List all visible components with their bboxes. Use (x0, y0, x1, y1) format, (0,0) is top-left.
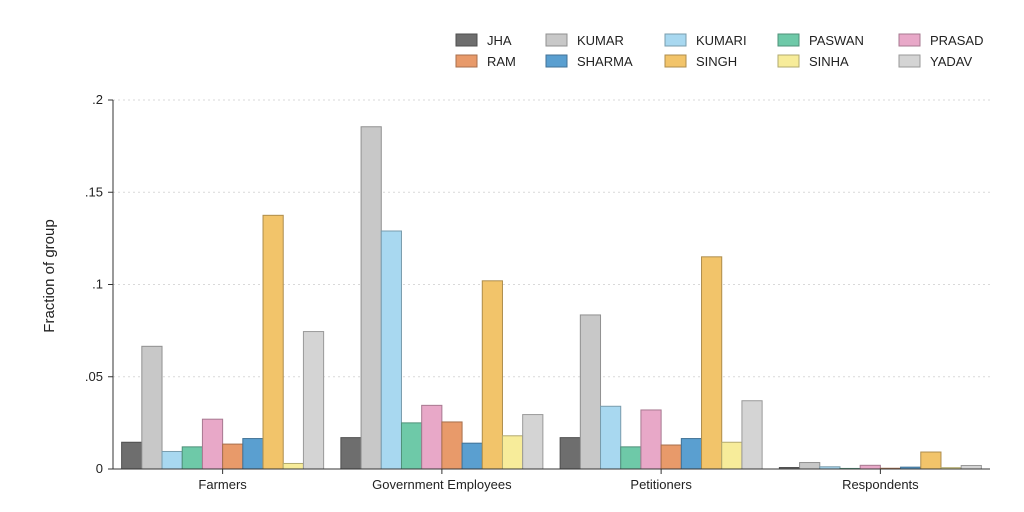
legend-swatch-kumari (664, 33, 687, 47)
y-ticks: 0 .05 .1 .15 .2 (85, 92, 113, 476)
x-category-label: Petitioners (630, 477, 692, 492)
bar-prasad-respondents (859, 464, 881, 470)
legend-label-yadav: YADAV (930, 54, 972, 69)
bar-singh-respondents (920, 451, 942, 470)
legend-swatch-singh (664, 54, 687, 68)
legend-label-paswan: PASWAN (809, 33, 864, 48)
y-tick-label: 0 (96, 461, 103, 476)
bar-ram-farmers (222, 443, 244, 470)
x-category-label: Government Employees (372, 477, 512, 492)
bar-yadav-respondents (960, 464, 982, 470)
bar-yadav-farmers (302, 331, 325, 470)
bar-yadav-petitioners (741, 400, 763, 470)
bar-yadav-government-employees (522, 414, 544, 470)
x-category-labels: Farmers Government Employees Petitioners Re… (198, 469, 919, 492)
legend-swatch-jha (455, 33, 478, 47)
legend-label-jha: JHA (487, 33, 512, 48)
bar-prasad-farmers (201, 418, 224, 470)
bar-kumari-government-employees (380, 230, 402, 470)
legend-swatch-ram (455, 54, 478, 68)
bar-kumari-petitioners (600, 405, 622, 470)
bar-kumari-farmers (161, 450, 183, 470)
bar-kumar-government-employees (360, 126, 382, 470)
y-tick-label: .2 (92, 92, 103, 107)
bar-singh-government-employees (481, 280, 503, 470)
bar-jha-government-employees (340, 437, 362, 470)
bar-sinha-petitioners (721, 441, 743, 470)
y-axis-title: Fraction of group (41, 219, 58, 332)
bar-ram-petitioners (660, 444, 682, 470)
bar-jha-petitioners (559, 437, 581, 470)
y-tick-label: .1 (92, 277, 103, 292)
bar-prasad-petitioners (640, 409, 662, 470)
bar-singh-farmers (262, 214, 284, 470)
legend-label-prasad: PRASAD (930, 33, 983, 48)
legend-swatch-sharma (545, 54, 568, 68)
legend-label-sinha: SINHA (809, 54, 849, 69)
y-tick-label: .15 (85, 184, 103, 199)
bar-sharma-farmers (242, 438, 264, 470)
legend-label-kumar: KUMAR (577, 33, 624, 48)
bar-paswan-farmers (181, 446, 203, 470)
bar-paswan-government-employees (400, 422, 423, 470)
legend-swatch-yadav (898, 54, 921, 68)
x-category-label: Farmers (198, 477, 247, 492)
legend-label-ram: RAM (487, 54, 516, 69)
legend-swatch-kumar (545, 33, 568, 47)
bar-sinha-government-employees (501, 435, 524, 470)
bar-sharma-government-employees (461, 442, 483, 470)
legend-swatch-paswan (777, 33, 800, 47)
bar-prasad-government-employees (421, 404, 443, 470)
legend-label-kumari: KUMARI (696, 33, 747, 48)
x-category-label: Respondents (842, 477, 919, 492)
bar-ram-government-employees (441, 421, 463, 470)
bar-kumar-petitioners (579, 314, 602, 470)
gridlines (113, 99, 990, 378)
y-tick-label: .05 (85, 369, 103, 384)
bar-jha-farmers (121, 441, 143, 470)
bar-sharma-petitioners (680, 438, 703, 470)
legend-swatch-prasad (898, 33, 921, 47)
bar-sinha-farmers (282, 462, 304, 470)
legend-label-sharma: SHARMA (577, 54, 633, 69)
legend-swatch-sinha (777, 54, 800, 68)
bar-paswan-petitioners (620, 446, 642, 470)
legend-label-singh: SINGH (696, 54, 737, 69)
bar-kumar-farmers (141, 345, 163, 470)
bar-kumar-respondents (799, 462, 821, 470)
bar-singh-petitioners (701, 256, 723, 470)
legend: JHA KUMAR KUMARI PASWAN PRASAD RAM SHARMA SINGH… (455, 33, 983, 69)
bars (121, 126, 982, 470)
